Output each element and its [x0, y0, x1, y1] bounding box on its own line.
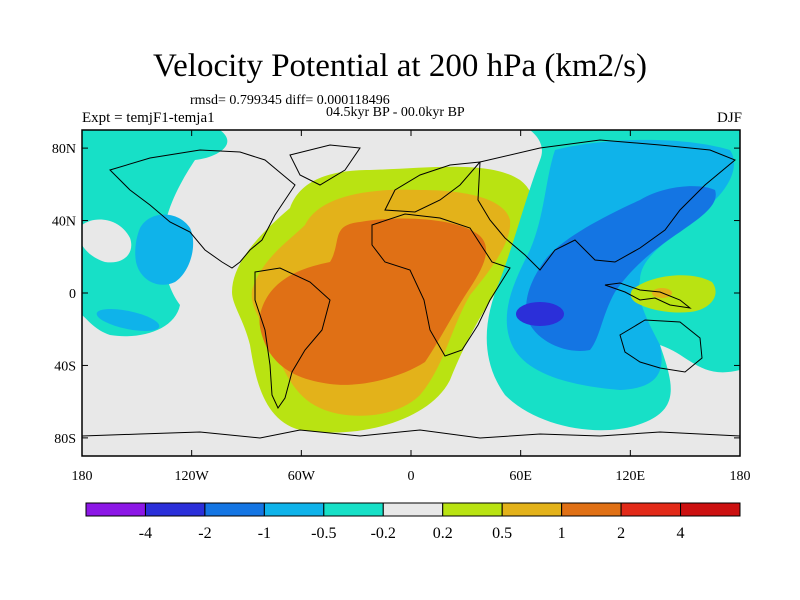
labelbar-swatch — [442, 502, 503, 517]
labelbar-level-label: -0.2 — [371, 525, 396, 542]
coast-north-america — [109, 149, 296, 269]
y-tick-label: 0 — [69, 287, 76, 302]
contour-negative-1 — [526, 186, 716, 351]
labelbar-level-label: 2 — [617, 525, 625, 542]
labelbar-level-label: -0.5 — [311, 525, 336, 542]
coast-asia — [477, 139, 736, 271]
x-tick-label: 180 — [72, 469, 93, 484]
labelbar-swatch — [85, 502, 146, 517]
coastlines — [82, 139, 740, 439]
labelbar-swatch — [501, 502, 563, 517]
y-tick-label: 80S — [54, 432, 76, 447]
experiment-label: Expt = temjF1-temja1 — [82, 110, 215, 126]
contour-positive-1 — [259, 218, 487, 385]
coast-australia — [619, 319, 703, 373]
coast-antarctica — [82, 429, 740, 439]
labelbar-swatch — [680, 502, 741, 517]
contour-maritime-positive-0.2 — [630, 275, 716, 313]
y-tick-label: 40N — [52, 215, 76, 230]
x-tick-label: 60W — [288, 469, 316, 484]
labelbar-swatch — [204, 502, 265, 517]
labelbar-swatch — [561, 502, 622, 517]
coast-maritime-continent — [604, 282, 692, 309]
labelbar-level-label: 4 — [677, 525, 685, 542]
x-tick-label: 120E — [616, 469, 646, 484]
color-labelbar: -4 -2 -1 -0.5 -0.2 0.2 0.5 1 2 4 — [85, 502, 741, 542]
labelbar-level-label: 0.5 — [492, 525, 512, 542]
x-tick-label: 0 — [408, 469, 415, 484]
stats-label: rmsd= 0.799345 diff= 0.000118496 — [190, 93, 390, 108]
labelbar-swatch — [144, 502, 206, 517]
season-label: DJF — [716, 110, 742, 126]
labelbar-swatch — [382, 502, 444, 517]
x-tick-label: 120W — [175, 469, 210, 484]
labelbar-level-label: -4 — [139, 525, 152, 542]
contour-negative-2 — [516, 302, 564, 326]
labelbar-level-label: -2 — [198, 525, 211, 542]
x-tick-label: 60E — [509, 469, 532, 484]
contour-pacific-bight — [82, 219, 132, 263]
labelbar-swatch — [620, 502, 682, 517]
contour-pacific-negative-0.5 — [135, 214, 194, 285]
contour-pacific-small-negative — [96, 308, 160, 332]
labelbar-swatch — [323, 502, 384, 517]
chart-title: Velocity Potential at 200 hPa (km2/s) — [152, 48, 648, 84]
contour-fields — [82, 130, 740, 456]
y-axis: 80N 40N 0 40S 80S — [52, 142, 740, 447]
coast-south-america — [254, 267, 331, 409]
y-tick-label: 40S — [54, 359, 76, 374]
labelbar-swatch — [263, 502, 325, 517]
coast-greenland — [289, 144, 361, 186]
period-label: 04.5kyr BP - 00.0kyr BP — [326, 105, 465, 120]
labelbar-level-label: -1 — [258, 525, 271, 542]
x-tick-label: 180 — [730, 469, 751, 484]
labelbar-level-label: 0.2 — [433, 525, 453, 542]
coast-africa — [371, 213, 511, 357]
labelbar-level-label: 1 — [558, 525, 566, 542]
x-axis: 180 120W 60W 0 60E 120E 180 — [72, 130, 751, 484]
y-tick-label: 80N — [52, 142, 76, 157]
